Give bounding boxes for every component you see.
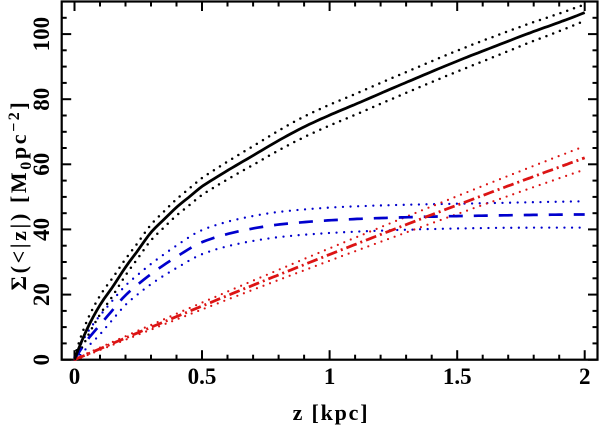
svg-text:0.5: 0.5	[188, 364, 217, 389]
svg-text:2: 2	[579, 364, 591, 389]
svg-text:60: 60	[29, 153, 54, 176]
svg-text:1: 1	[324, 364, 336, 389]
svg-text:z [kpc]: z [kpc]	[293, 400, 370, 425]
svg-text:100: 100	[29, 17, 54, 52]
svg-text:80: 80	[29, 88, 54, 111]
svg-text:1.5: 1.5	[443, 364, 472, 389]
svg-text:0: 0	[29, 354, 54, 366]
svg-text:20: 20	[29, 283, 54, 306]
svg-text:0: 0	[69, 364, 81, 389]
svg-text:40: 40	[29, 218, 54, 241]
